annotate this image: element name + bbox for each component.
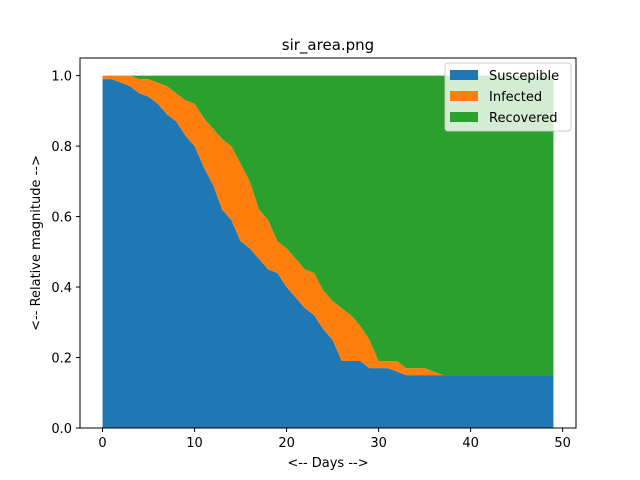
y-tick-label: 0.4	[51, 281, 72, 296]
y-axis-ticks: 0.0 0.2 0.4 0.6 0.8 1.0	[51, 70, 80, 437]
x-tick-label: 0	[98, 436, 106, 451]
x-tick-label: 30	[370, 436, 387, 451]
x-axis-label: <-- Days -->	[287, 456, 368, 471]
legend: Suscepible Infected Recovered	[444, 62, 572, 132]
area-suscepible	[102, 79, 554, 428]
y-tick-label: 1.0	[51, 70, 72, 85]
y-tick-label: 0.0	[51, 422, 72, 437]
x-tick-label: 10	[186, 436, 203, 451]
x-tick-label: 20	[278, 436, 295, 451]
legend-label-suscepible: Suscepible	[489, 69, 559, 84]
legend-label-recovered: Recovered	[489, 111, 558, 126]
legend-swatch-recovered	[450, 112, 478, 122]
x-tick-label: 50	[554, 436, 571, 451]
x-tick-label: 40	[462, 436, 479, 451]
chart-title: sir_area.png	[282, 36, 374, 55]
legend-label-infected: Infected	[489, 90, 542, 105]
x-axis-ticks: 0 10 20 30 40 50	[98, 428, 571, 451]
stacked-areas	[102, 75, 554, 428]
area-infected	[102, 75, 554, 376]
plot-frame	[79, 57, 577, 429]
y-axis-label: <-- Relative magnitude -->	[29, 155, 44, 331]
y-tick-label: 0.6	[51, 211, 72, 226]
y-tick-label: 0.8	[51, 140, 72, 155]
y-tick-label: 0.2	[51, 352, 72, 367]
legend-swatch-suscepible	[450, 70, 478, 80]
legend-swatch-infected	[450, 91, 478, 101]
area-recovered	[102, 75, 554, 376]
